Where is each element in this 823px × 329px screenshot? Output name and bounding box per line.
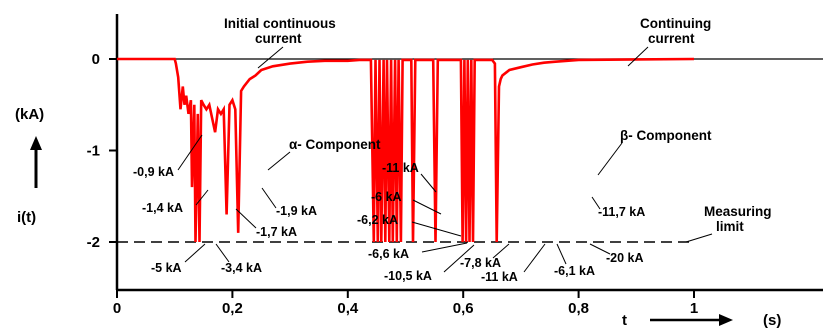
y-arrow-head	[30, 136, 42, 150]
measuring-limit-label-2: limit	[716, 219, 744, 234]
measuring-limit-label-1: Measuring	[704, 204, 772, 219]
beta-label-3: -6,2 kA	[357, 213, 398, 227]
y-tick-label: -1	[87, 143, 100, 160]
alpha-label-2: -1,4 kA	[142, 201, 183, 215]
y-tick-label: -2	[87, 234, 100, 251]
x-tick-label: 1	[690, 300, 698, 317]
initial-current-label-2: current	[255, 31, 302, 46]
measuring-limit-pointer	[685, 233, 713, 243]
beta-label-10: -11,7 kA	[598, 205, 645, 219]
y-symbol-label: i(t)	[17, 209, 36, 226]
y-unit-label: (kA)	[15, 106, 44, 123]
y-tick-label: 0	[92, 51, 100, 68]
alpha-component-pointer	[267, 151, 291, 171]
beta-component-label: β- Component	[620, 128, 712, 143]
beta-label-5: -10,5 kA	[384, 269, 432, 283]
beta-pointer-9	[589, 243, 611, 255]
beta-label-6: -7,8 kA	[460, 256, 501, 270]
initial-current-label-1: Initial continuous	[224, 16, 336, 31]
x-tick-label: 0,4	[337, 300, 359, 317]
alpha-pointer-1	[177, 134, 203, 171]
series-group	[117, 57, 695, 243]
x-tick-label: 0,6	[453, 300, 474, 317]
x-tick-label: 0,2	[222, 300, 243, 317]
beta-pointer-5	[443, 244, 475, 273]
continuing-current-label-2: current	[648, 31, 695, 46]
alpha-pointer-3	[184, 243, 206, 263]
beta-pointer-1	[420, 173, 437, 193]
alpha-label-6: -1,7 kA	[256, 225, 297, 239]
beta-label-1: -11 kA	[382, 161, 419, 175]
alpha-pointer-2	[195, 189, 209, 206]
x-tick-label: 0,8	[568, 300, 589, 317]
alpha-pointer-6	[235, 208, 257, 229]
x-symbol-label: t	[622, 312, 627, 329]
beta-pointer-10	[591, 196, 601, 210]
beta-label-8: -6,1 kA	[554, 264, 595, 278]
alpha-label-4: -3,4 kA	[221, 261, 262, 275]
beta-label-2: -6 kA	[371, 190, 402, 204]
alpha-label-1: -0,9 kA	[133, 165, 174, 179]
beta-pointer-6	[492, 243, 510, 259]
x-tick-label: 0	[113, 300, 121, 317]
x-unit-label: (s)	[763, 312, 781, 329]
axis-ticks: 0 0,2 0,4 0,6 0,8 1 0 -1 -2	[87, 51, 699, 317]
continuing-current-label-1: Continuing	[640, 16, 711, 31]
beta-pointer-2	[412, 199, 442, 215]
alpha-component-label: α- Component	[289, 137, 381, 152]
beta-pointer-4	[421, 242, 468, 253]
alpha-pointer-4	[215, 243, 230, 263]
beta-pointer-8	[556, 243, 567, 265]
initial-current-pointer	[257, 46, 284, 69]
beta-label-9: -20 kA	[606, 251, 644, 265]
alpha-label-3: -5 kA	[151, 261, 182, 275]
beta-component-pointer	[597, 142, 623, 176]
beta-label-7: -11 kA	[481, 270, 518, 284]
alpha-pointer-5	[261, 187, 277, 209]
beta-pointer-3	[411, 221, 462, 237]
alpha-label-5: -1,9 kA	[276, 204, 317, 218]
series-line-0	[117, 57, 695, 243]
x-arrow-head	[719, 314, 733, 326]
beta-pointer-7	[523, 243, 546, 273]
continuing-current-pointer	[627, 46, 649, 67]
beta-label-4: -6,6 kA	[368, 247, 409, 261]
